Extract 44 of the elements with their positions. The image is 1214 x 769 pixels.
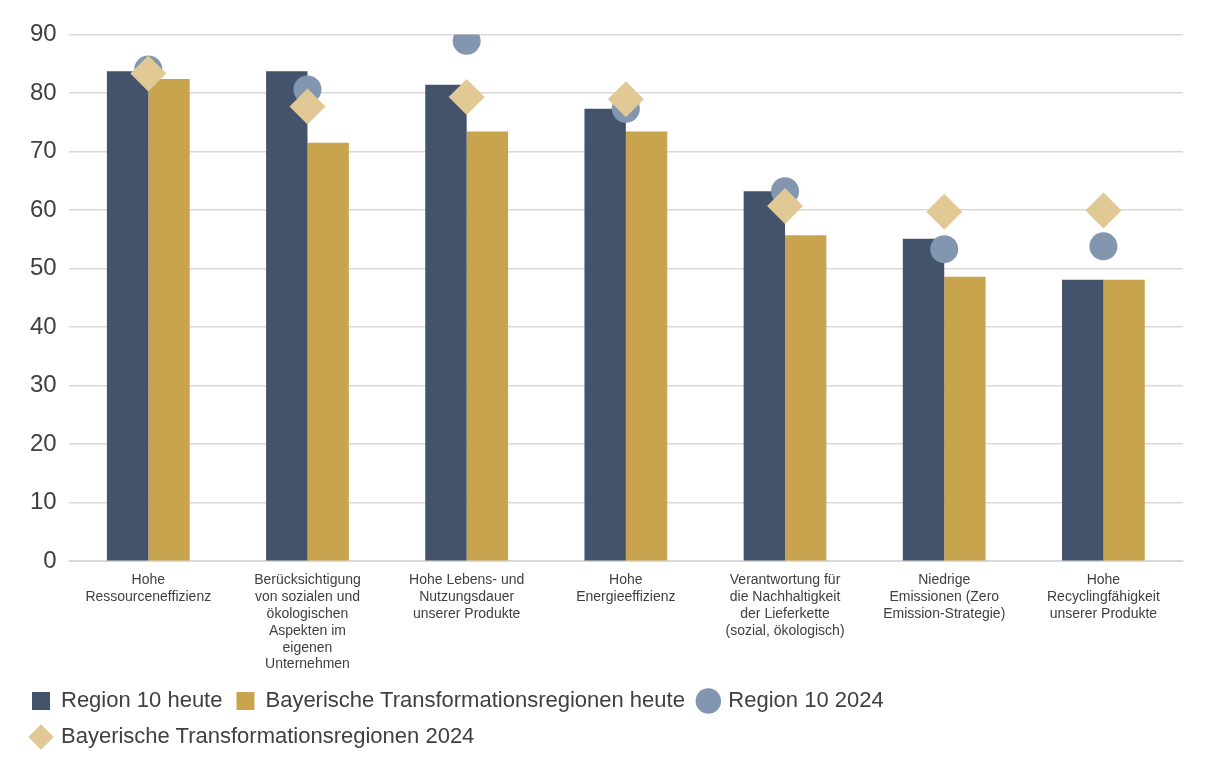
- bar: [106, 71, 149, 561]
- bar: [425, 84, 467, 561]
- legend-label: Region 10 2024: [728, 687, 884, 713]
- point: [767, 187, 804, 224]
- point: [930, 235, 959, 264]
- point: [926, 193, 963, 230]
- bar: [266, 71, 308, 561]
- x-tick-label: Hohe Ressourceneffizienz: [85, 571, 212, 605]
- legend-label: Region 10 heute: [61, 687, 223, 713]
- y-tick-label: 70: [29, 136, 57, 164]
- y-tick-label: 10: [29, 487, 57, 515]
- x-tick-label: Hohe Energieeffizienz: [576, 571, 676, 605]
- bar: [1062, 279, 1104, 561]
- x-tick-label: Berücksichtigung von sozialen und ökologischen Aspekten im eigenen Unternehmen: [254, 571, 361, 672]
- y-tick-label: 30: [29, 370, 57, 398]
- bar: [1103, 279, 1145, 561]
- x-tick-label: Hohe Lebens- und Nutzungsdauer unserer Produkte: [409, 571, 525, 622]
- legend-label: Bayerische Transformationsregionen 2024: [61, 723, 475, 749]
- y-tick-label: 0: [43, 545, 57, 573]
- legend-label: Bayerische Transformationsregionen heute: [265, 687, 685, 713]
- bar: [743, 191, 786, 561]
- bar: [307, 142, 349, 561]
- bar: [625, 131, 668, 561]
- bar: [944, 276, 986, 561]
- x-tick-label: Hohe Recyclingfähigkeit unserer Produkte: [1046, 571, 1160, 622]
- bar: [584, 108, 626, 561]
- x-tick-label: Verantwortung für die Nachhaltigkeit der Lieferkette (sozial, ökologisch): [725, 571, 845, 638]
- x-tick-label: Niedrige Emissionen (Zero Emission-Strategie): [883, 571, 1006, 622]
- point: [1089, 232, 1118, 261]
- point: [130, 55, 167, 92]
- bar: [902, 238, 945, 561]
- point: [1085, 192, 1122, 229]
- bar: [466, 131, 509, 561]
- bar: [148, 78, 190, 561]
- y-tick-label: 90: [29, 19, 57, 47]
- y-tick-label: 60: [29, 194, 57, 222]
- point: [607, 81, 644, 118]
- y-tick-label: 20: [29, 428, 57, 456]
- bar: [785, 235, 827, 561]
- y-tick-label: 50: [29, 253, 57, 281]
- point: [289, 88, 326, 125]
- point: [448, 79, 485, 116]
- y-tick-label: 80: [29, 77, 57, 105]
- y-tick-label: 40: [29, 311, 57, 339]
